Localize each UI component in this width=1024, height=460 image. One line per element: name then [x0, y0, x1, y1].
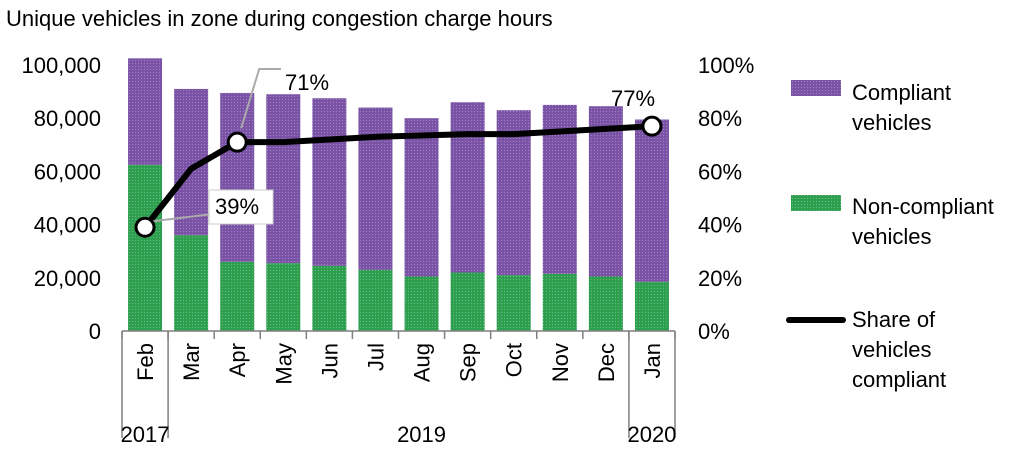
bar-non-compliant	[358, 269, 393, 331]
x-tick-label: May	[271, 343, 296, 385]
x-axis: Feb Mar Apr May Jun Jul Aug Sep Oct Nov Dec Jan 2017…	[121, 330, 676, 447]
left-tick-label: 60,000	[34, 159, 101, 184]
bar-compliant	[450, 102, 485, 273]
legend-swatch	[791, 80, 841, 96]
share-line: 39% 71% 77%	[134, 68, 663, 238]
year-label: 2020	[627, 422, 676, 447]
bar-non-compliant	[266, 263, 301, 331]
bar-compliant	[496, 110, 531, 276]
legend-label: Non-compliant	[852, 194, 994, 219]
right-tick-label: 80%	[698, 106, 742, 131]
legend-label: vehicles	[852, 224, 931, 249]
right-tick-label: 100%	[698, 53, 754, 78]
right-tick-label: 40%	[698, 213, 742, 238]
x-tick-label: Dec	[594, 343, 619, 382]
bar-compliant	[404, 118, 439, 277]
bar-compliant	[128, 58, 163, 165]
legend-label: vehicles	[852, 110, 931, 135]
x-tick-label: Aug	[410, 343, 435, 382]
marker-point	[134, 216, 156, 238]
left-tick-label: 80,000	[34, 106, 101, 131]
right-axis-ticks: 0% 20% 40% 60% 80% 100%	[698, 53, 754, 344]
bar-non-compliant	[404, 276, 439, 331]
left-tick-label: 40,000	[34, 213, 101, 238]
marker-label: 77%	[611, 86, 655, 111]
bar-compliant	[220, 92, 255, 262]
bar-non-compliant	[220, 261, 255, 331]
legend-swatch	[791, 195, 841, 211]
callout-leader	[240, 68, 281, 129]
bar-non-compliant	[542, 273, 577, 331]
x-tick-label: Mar	[179, 343, 204, 381]
bar-compliant	[634, 119, 669, 282]
x-tick-label: Sep	[456, 343, 481, 382]
marker-point	[226, 131, 248, 153]
right-tick-label: 20%	[698, 266, 742, 291]
marker-label: 71%	[285, 70, 329, 95]
bar-non-compliant	[174, 235, 209, 331]
right-tick-label: 0%	[698, 319, 730, 344]
x-tick-label: Oct	[502, 343, 527, 377]
left-tick-label: 20,000	[34, 266, 101, 291]
bar-non-compliant	[450, 272, 485, 331]
bar-compliant	[266, 94, 301, 264]
legend-label: compliant	[852, 367, 946, 392]
left-axis-ticks: 0 20,000 40,000 60,000 80,000 100,000	[21, 53, 101, 344]
legend-label: Compliant	[852, 80, 951, 105]
x-tick-label: Jan	[640, 343, 665, 378]
x-tick-label: Apr	[225, 343, 250, 377]
right-tick-label: 60%	[698, 159, 742, 184]
bars	[128, 58, 669, 331]
bar-non-compliant	[588, 276, 623, 331]
bar-non-compliant	[312, 265, 347, 331]
bar-compliant	[588, 106, 623, 277]
bar-non-compliant	[128, 164, 163, 331]
legend: Compliant vehicles Non-compliant vehicles Sh…	[786, 80, 994, 392]
left-tick-label: 0	[89, 319, 101, 344]
chart-title: Unique vehicles in zone during congestio…	[6, 6, 553, 31]
x-tick-label: Nov	[548, 343, 573, 382]
bar-compliant	[358, 107, 393, 270]
bar-non-compliant	[634, 281, 669, 331]
bar-non-compliant	[496, 275, 531, 331]
year-label: 2019	[397, 422, 446, 447]
marker-point	[641, 115, 663, 137]
marker-label: 39%	[215, 194, 259, 219]
x-tick-label: Jun	[317, 343, 342, 378]
left-tick-label: 100,000	[21, 53, 101, 78]
legend-label: Share of	[852, 307, 936, 332]
bar-compliant	[312, 98, 347, 266]
legend-label: vehicles	[852, 337, 931, 362]
callout-leader	[152, 213, 214, 223]
callout-box	[208, 189, 274, 225]
x-tick-label: Feb	[133, 343, 158, 381]
year-label: 2017	[121, 422, 170, 447]
x-tick-label: Jul	[363, 343, 388, 371]
